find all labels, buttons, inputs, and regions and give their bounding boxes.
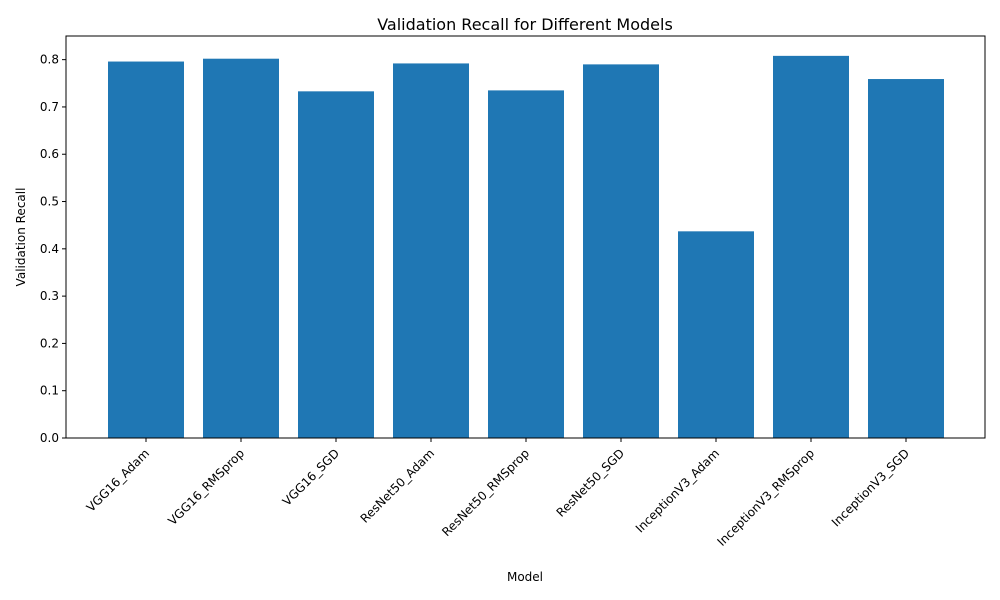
x-tick-label: InceptionV3_Adam <box>633 446 722 535</box>
x-tick-label: ResNet50_SGD <box>554 446 627 519</box>
y-tick-label: 0.8 <box>40 53 59 67</box>
y-tick-label: 0.2 <box>40 336 59 350</box>
y-tick-label: 0.5 <box>40 195 59 209</box>
bar-ResNet50_Adam <box>393 63 469 438</box>
y-axis-label: Validation Recall <box>14 188 28 287</box>
bar-VGG16_Adam <box>108 61 184 439</box>
bar-InceptionV3_RMSprop <box>773 55 849 439</box>
x-axis: VGG16_Adam VGG16_RMSprop VGG16_SGD ResNet50… <box>84 438 912 549</box>
x-tick-label: VGG16_SGD <box>280 446 342 508</box>
bar-InceptionV3_SGD <box>868 79 944 438</box>
y-tick-label: 0.4 <box>40 242 59 256</box>
x-tick-label: ResNet50_Adam <box>358 446 438 526</box>
bar-ResNet50_SGD <box>583 64 659 439</box>
plot-frame <box>65 35 986 439</box>
x-tick-label: InceptionV3_RMSprop <box>714 446 817 549</box>
y-axis: 0.0 0.1 0.2 0.3 0.4 0.5 0.6 0.7 0.8 <box>40 53 66 445</box>
x-tick-label: ResNet50_RMSprop <box>439 446 532 539</box>
bar-InceptionV3_Adam <box>678 231 754 438</box>
y-tick-label: 0.1 <box>40 384 59 398</box>
x-tick-label: VGG16_RMSprop <box>165 446 247 528</box>
bar-VGG16_SGD <box>298 91 374 439</box>
x-tick-label: VGG16_Adam <box>84 446 152 514</box>
y-tick-label: 0.6 <box>40 147 59 161</box>
bar-ResNet50_RMSprop <box>488 90 564 438</box>
bar-VGG16_RMSprop <box>203 58 279 439</box>
x-axis-label: Model <box>507 570 543 584</box>
y-tick-label: 0.7 <box>40 100 59 114</box>
bars-group <box>108 55 944 439</box>
y-tick-label: 0.3 <box>40 289 59 303</box>
y-tick-label: 0.0 <box>40 431 59 445</box>
x-tick-label: InceptionV3_SGD <box>829 446 912 529</box>
chart-title: Validation Recall for Different Models <box>377 15 673 34</box>
